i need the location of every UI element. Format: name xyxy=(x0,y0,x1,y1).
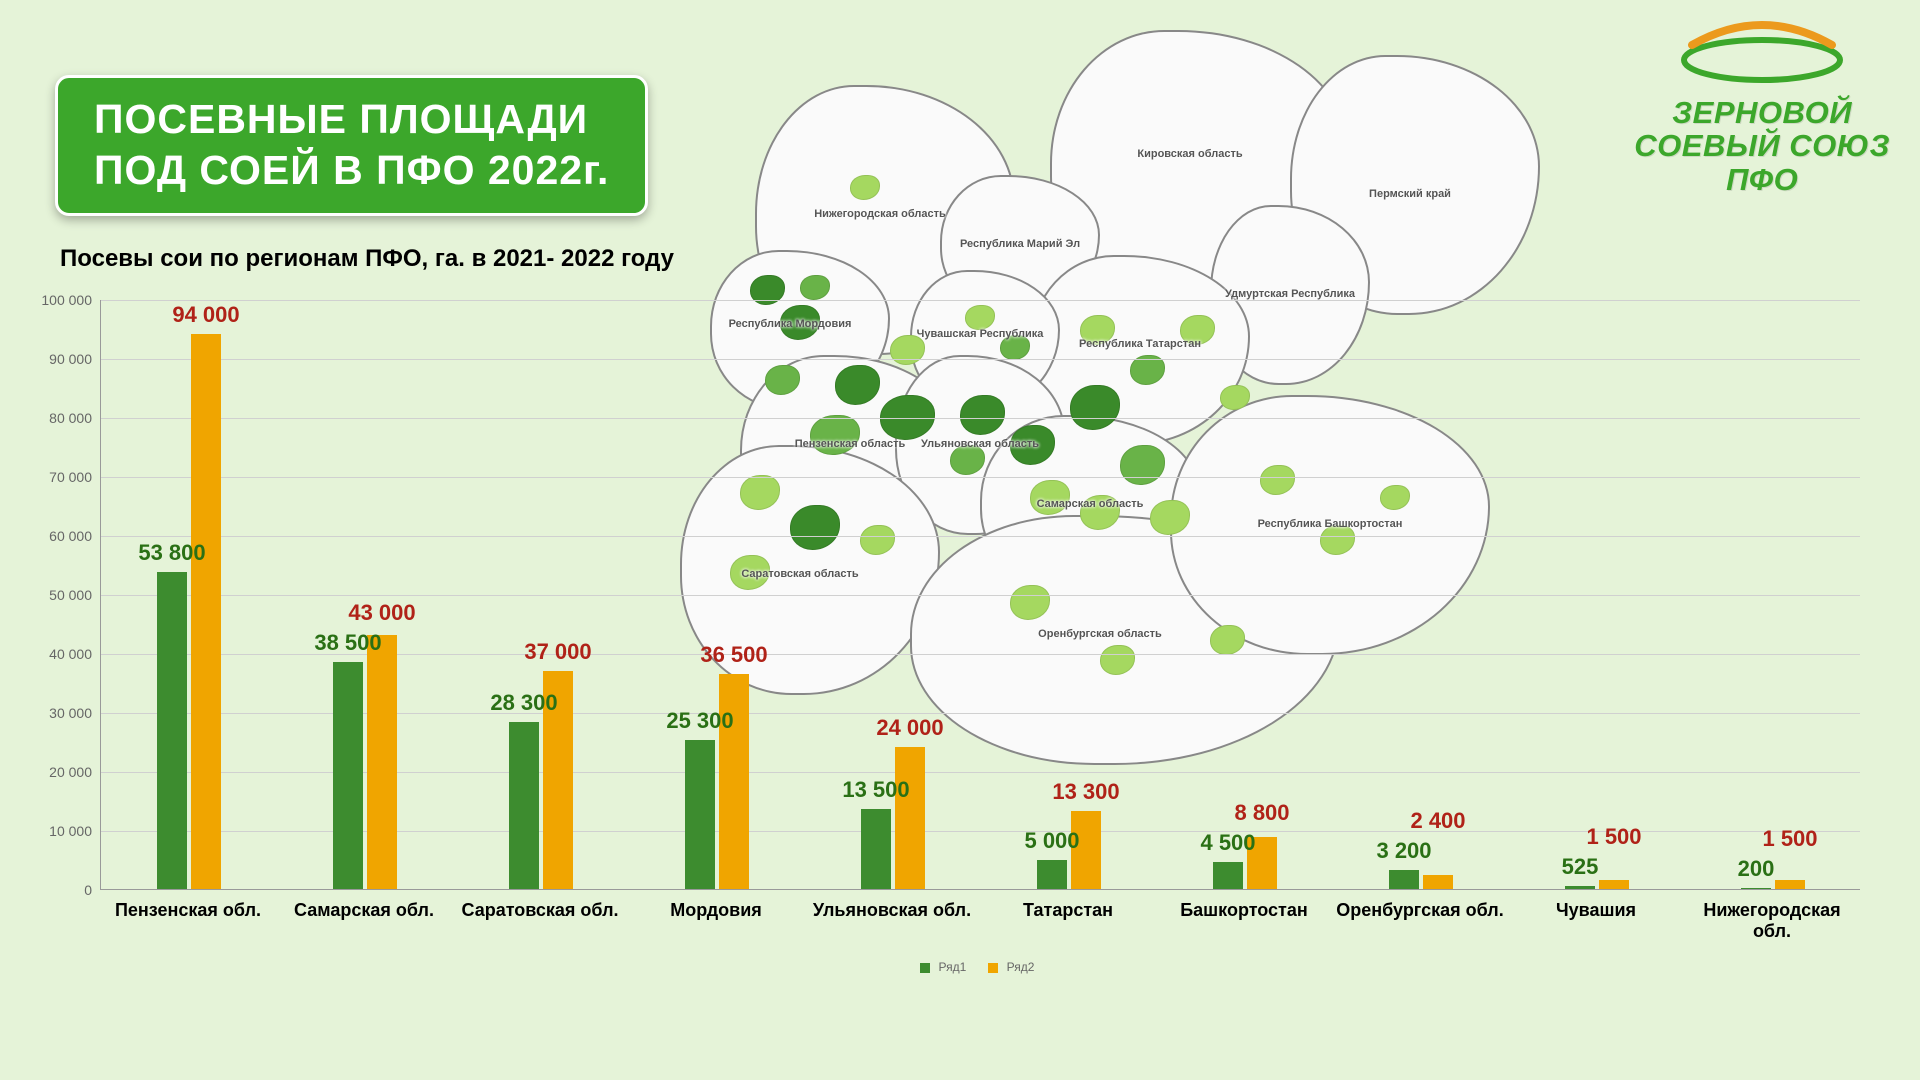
x-label: Оренбургская обл. xyxy=(1332,900,1508,921)
y-tick: 50 000 xyxy=(49,587,92,603)
main-title: ПОСЕВНЫЕ ПЛОЩАДИ ПОД СОЕЙ В ПФО 2022г. xyxy=(55,75,648,216)
x-label: Мордовия xyxy=(628,900,804,921)
title-line-2: ПОД СОЕЙ В ПФО 2022г. xyxy=(94,147,609,193)
bar-series-2 xyxy=(367,635,397,889)
x-label: Нижегородская обл. xyxy=(1684,900,1860,941)
map-label: Кировская область xyxy=(1137,149,1242,161)
y-axis: 010 00020 00030 00040 00050 00060 00070 … xyxy=(30,300,100,890)
value-label-1: 53 800 xyxy=(112,540,232,566)
bar-series-1 xyxy=(509,722,539,889)
value-label-2: 43 000 xyxy=(322,600,442,626)
value-label-2: 36 500 xyxy=(674,642,794,668)
value-label-2: 1 500 xyxy=(1554,824,1674,850)
map-label: Республика Марий Эл xyxy=(960,239,1080,251)
value-label-2: 94 000 xyxy=(146,302,266,328)
bar-group: 13 500 24 000 xyxy=(805,300,981,889)
bar-group: 28 300 37 000 xyxy=(453,300,629,889)
x-label: Татарстан xyxy=(980,900,1156,921)
logo: ЗЕРНОВОЙ СОЕВЫЙ СОЮЗ ПФО xyxy=(1634,15,1890,196)
value-label-2: 8 800 xyxy=(1202,800,1322,826)
bar-series-1 xyxy=(1741,888,1771,889)
value-label-1: 5 000 xyxy=(992,828,1112,854)
value-label-2: 2 400 xyxy=(1378,808,1498,834)
x-label: Пензенская обл. xyxy=(100,900,276,921)
bar-series-2 xyxy=(895,747,925,889)
legend: Ряд1 Ряд2 xyxy=(100,960,1860,974)
x-label: Ульяновская обл. xyxy=(804,900,980,921)
value-label-1: 200 xyxy=(1696,856,1816,882)
bar-group: 4 500 8 800 xyxy=(1157,300,1333,889)
x-axis-labels: Пензенская обл.Самарская обл.Саратовская… xyxy=(100,900,1860,960)
value-label-2: 37 000 xyxy=(498,639,618,665)
x-label: Самарская обл. xyxy=(276,900,452,921)
bar-series-1 xyxy=(685,740,715,889)
map-label: Пермский край xyxy=(1369,189,1451,201)
bar-series-1 xyxy=(1213,862,1243,889)
y-tick: 40 000 xyxy=(49,646,92,662)
map-label: Нижегородская область xyxy=(814,209,946,221)
bar-group: 53 800 94 000 xyxy=(101,300,277,889)
bar-series-1 xyxy=(1565,886,1595,889)
bar-series-2 xyxy=(191,334,221,889)
y-tick: 60 000 xyxy=(49,528,92,544)
bar-series-2 xyxy=(1423,875,1453,889)
y-tick: 100 000 xyxy=(41,292,92,308)
bar-group: 5 000 13 300 xyxy=(981,300,1157,889)
value-label-2: 13 300 xyxy=(1026,779,1146,805)
bar-group: 25 300 36 500 xyxy=(629,300,805,889)
plot-area: 53 800 94 000 38 500 43 000 28 300 37 000 25 3… xyxy=(100,300,1860,890)
bar-group: 38 500 43 000 xyxy=(277,300,453,889)
bar-series-1 xyxy=(333,662,363,889)
chart-subtitle: Посевы сои по регионам ПФО, га. в 2021- … xyxy=(60,245,674,273)
y-tick: 90 000 xyxy=(49,351,92,367)
x-label: Саратовская обл. xyxy=(452,900,628,921)
bar-series-1 xyxy=(157,572,187,889)
bar-group: 3 200 2 400 xyxy=(1333,300,1509,889)
value-label-1: 28 300 xyxy=(464,690,584,716)
value-label-1: 13 500 xyxy=(816,777,936,803)
bar-series-1 xyxy=(1037,860,1067,890)
value-label-1: 3 200 xyxy=(1344,838,1464,864)
y-tick: 0 xyxy=(84,882,92,898)
x-label: Чувашия xyxy=(1508,900,1684,921)
bar-series-1 xyxy=(861,809,891,889)
y-tick: 70 000 xyxy=(49,469,92,485)
legend-item-1: Ряд1 xyxy=(939,960,967,974)
y-tick: 30 000 xyxy=(49,705,92,721)
bar-series-1 xyxy=(1389,870,1419,889)
bar-group: 200 1 500 xyxy=(1685,300,1861,889)
bar-group: 525 1 500 xyxy=(1509,300,1685,889)
value-label-2: 24 000 xyxy=(850,715,970,741)
y-tick: 80 000 xyxy=(49,410,92,426)
legend-item-2: Ряд2 xyxy=(1007,960,1035,974)
soy-union-logo-icon xyxy=(1662,15,1862,85)
value-label-2: 1 500 xyxy=(1730,826,1850,852)
value-label-1: 38 500 xyxy=(288,630,408,656)
y-tick: 10 000 xyxy=(49,823,92,839)
value-label-1: 525 xyxy=(1520,854,1640,880)
bar-chart: 0 10 000 20 000 30 000 40 000 50 000 60 000 70 … xyxy=(30,300,1860,1000)
logo-line-2: СОЕВЫЙ СОЮЗ xyxy=(1634,129,1890,162)
x-label: Башкортостан xyxy=(1156,900,1332,921)
bar-series-2 xyxy=(1599,880,1629,889)
title-line-1: ПОСЕВНЫЕ ПЛОЩАДИ xyxy=(94,96,588,142)
value-label-1: 4 500 xyxy=(1168,830,1288,856)
y-tick: 20 000 xyxy=(49,764,92,780)
value-label-1: 25 300 xyxy=(640,708,760,734)
logo-line-3: ПФО xyxy=(1634,163,1890,196)
logo-line-1: ЗЕРНОВОЙ xyxy=(1634,96,1890,129)
bar-series-2 xyxy=(719,674,749,889)
